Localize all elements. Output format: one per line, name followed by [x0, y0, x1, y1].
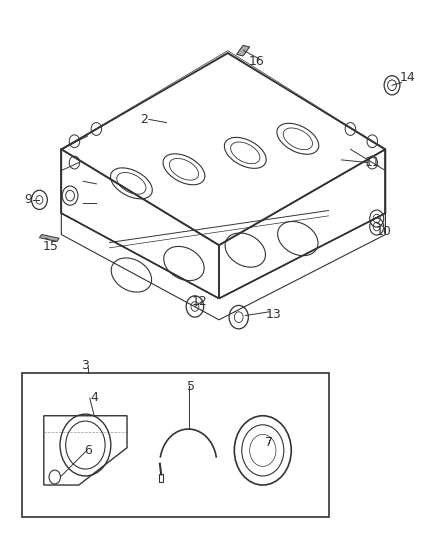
- Text: 7: 7: [265, 436, 273, 449]
- Text: 10: 10: [375, 225, 391, 238]
- Text: 13: 13: [266, 308, 282, 321]
- Text: 15: 15: [42, 240, 58, 253]
- Text: 14: 14: [399, 71, 415, 84]
- Polygon shape: [237, 45, 250, 56]
- Text: 5: 5: [187, 380, 194, 393]
- Text: 9: 9: [25, 193, 32, 206]
- FancyBboxPatch shape: [22, 373, 328, 517]
- Polygon shape: [39, 235, 59, 241]
- Text: 3: 3: [81, 359, 89, 372]
- Text: 4: 4: [90, 391, 98, 403]
- Bar: [159, 474, 163, 482]
- Text: 6: 6: [84, 444, 92, 457]
- Text: 16: 16: [248, 55, 264, 68]
- Text: 12: 12: [191, 295, 207, 308]
- Text: 2: 2: [141, 114, 148, 126]
- Text: 11: 11: [364, 156, 380, 169]
